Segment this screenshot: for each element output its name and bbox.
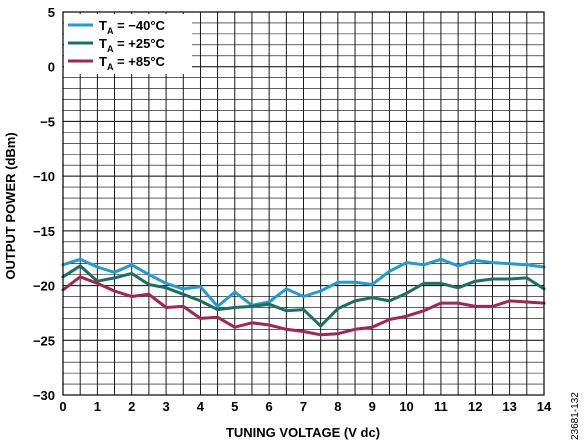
data-series: [61, 257, 546, 337]
y-tick-label: −25: [33, 333, 55, 348]
x-tick-label: 12: [468, 399, 482, 414]
y-tick-label: 0: [48, 60, 55, 75]
x-tick-label: 14: [537, 399, 552, 414]
x-tick-label: 1: [94, 399, 101, 414]
x-tick-label: 13: [502, 399, 516, 414]
x-tick-label: 7: [300, 399, 307, 414]
legend-label-2: TA = +25°C: [99, 36, 166, 54]
x-tick-label: 8: [334, 399, 341, 414]
series-line-1: [61, 257, 546, 308]
y-tick-label: −20: [33, 279, 55, 294]
x-axis-tick-labels: 0 1 2 3 4 5 6 7 8 9 10 11 12 13 14: [59, 399, 552, 414]
y-axis-title: OUTPUT POWER (dBm): [3, 132, 18, 279]
figure-id: 23681-132: [570, 392, 581, 440]
y-tick-label: −15: [33, 224, 55, 239]
x-axis-title: TUNING VOLTAGE (V dc): [226, 425, 380, 440]
series-line-2: [61, 264, 546, 328]
y-tick-label: 5: [48, 5, 55, 20]
x-tick-label: 4: [197, 399, 205, 414]
plot-area-frame: [62, 11, 545, 396]
x-tick-label: 10: [399, 399, 413, 414]
legend-label-1: TA = −40°C: [99, 18, 166, 36]
x-tick-label: 3: [162, 399, 169, 414]
y-tick-label: −30: [33, 388, 55, 403]
legend-label-3: TA = +85°C: [99, 54, 166, 72]
x-tick-label: 9: [369, 399, 376, 414]
x-tick-label: 0: [59, 399, 66, 414]
y-tick-label: −5: [40, 114, 55, 129]
series-line-3: [61, 275, 546, 337]
x-tick-label: 5: [231, 399, 238, 414]
y-axis-tick-labels: 5 0 −5 −10 −15 −20 −25 −30: [33, 5, 55, 403]
legend: TA = −40°CTA = +25°CTA = +85°C: [64, 14, 192, 74]
x-tick-label: 2: [128, 399, 135, 414]
x-tick-label: 6: [266, 399, 273, 414]
y-tick-label: −10: [33, 169, 55, 184]
x-tick-label: 11: [434, 399, 448, 414]
